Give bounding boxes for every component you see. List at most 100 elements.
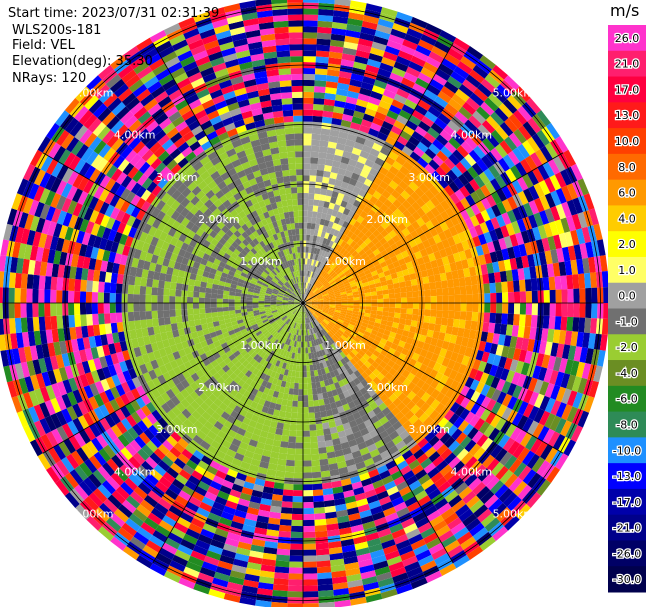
gate-cell (499, 451, 513, 466)
gate-cell (356, 498, 369, 508)
gate-cell (489, 229, 499, 242)
gate-cell (303, 234, 307, 241)
gate-cell (524, 350, 533, 364)
gate-cell (329, 129, 340, 138)
gate-cell (417, 72, 433, 85)
gate-cell (312, 205, 319, 212)
gate-cell (355, 246, 363, 254)
gate-cell (471, 430, 484, 444)
gate-cell (103, 282, 111, 293)
gate-cell (405, 475, 419, 486)
gate-cell (424, 289, 431, 297)
gate-cell (447, 342, 456, 352)
gate-cell (464, 248, 473, 260)
gate-cell (566, 215, 576, 232)
gate-cell (434, 224, 444, 235)
gate-cell (396, 88, 410, 99)
gate-cell (312, 253, 317, 260)
gate-cell (360, 119, 373, 129)
gate-cell (299, 371, 303, 378)
gate-cell (436, 288, 443, 296)
gate-cell (347, 17, 363, 27)
gate-cell (422, 276, 430, 284)
gate-cell (346, 309, 353, 314)
gate-cell (346, 367, 354, 376)
gate-cell (353, 220, 361, 229)
gate-cell (376, 372, 385, 381)
gate-cell (308, 309, 313, 316)
gate-cell (387, 445, 399, 456)
gate-cell (424, 296, 431, 303)
gate-cell (416, 340, 425, 349)
gate-cell (387, 194, 397, 204)
gate-cell (338, 316, 345, 322)
gate-cell (335, 298, 342, 302)
gate-cell (439, 324, 447, 334)
gate-cell (320, 212, 327, 220)
gate-cell (346, 90, 360, 99)
gate-cell (308, 400, 314, 407)
gate-cell (351, 339, 359, 347)
gate-cell (369, 333, 377, 340)
gate-cell (345, 29, 361, 39)
gate-cell (318, 146, 328, 154)
gate-cell (433, 346, 442, 356)
gate-cell (564, 260, 573, 276)
gate-cell (408, 61, 424, 73)
gate-cell (483, 424, 496, 438)
gate-cell (486, 458, 500, 473)
gate-cell (423, 462, 436, 474)
gate-cell (466, 303, 473, 312)
gate-cell (457, 363, 467, 375)
gate-cell (145, 286, 153, 296)
gate-cell (169, 295, 176, 303)
gate-cell (346, 292, 353, 297)
gate-cell (338, 336, 346, 343)
gate-cell (491, 191, 502, 205)
gate-cell (382, 506, 397, 517)
gate-cell (561, 303, 568, 317)
gate-cell (364, 107, 377, 117)
gate-cell (353, 262, 361, 269)
gate-cell (315, 236, 321, 243)
gate-cell (438, 364, 448, 375)
gate-cell (305, 258, 308, 265)
gate-cell (415, 197, 426, 208)
gate-cell (326, 208, 334, 216)
gate-cell (305, 252, 309, 259)
gate-cell (307, 252, 311, 259)
gate-cell (582, 257, 590, 274)
gate-cell (216, 303, 223, 308)
gate-cell (346, 183, 356, 192)
gate-cell (499, 469, 514, 485)
gate-cell (394, 185, 405, 195)
gate-cell (306, 289, 310, 296)
gate-cell (554, 371, 565, 387)
gate-cell (327, 220, 334, 229)
gate-cell (425, 220, 435, 231)
gate-cell (44, 289, 51, 303)
gate-cell (422, 416, 434, 428)
gate-cell (416, 207, 426, 218)
gate-cell (335, 308, 342, 312)
gate-cell (288, 436, 296, 443)
gate-cell (552, 329, 561, 344)
gate-cell (353, 370, 362, 378)
gate-cell (397, 374, 407, 384)
gate-cell (432, 330, 440, 340)
gate-cell (311, 217, 317, 224)
gate-cell (364, 360, 372, 369)
gate-cell (544, 341, 553, 356)
gate-cell (351, 316, 358, 321)
gate-cell (376, 331, 384, 339)
gate-cell (331, 317, 338, 323)
gate-cell (199, 292, 206, 298)
gate-cell (370, 90, 383, 101)
gate-cell (322, 110, 334, 118)
gate-cell (334, 267, 341, 274)
gate-cell (303, 216, 308, 223)
gate-cell (357, 331, 364, 338)
gate-cell (163, 310, 170, 318)
gate-cell (322, 310, 328, 314)
gate-cell (369, 549, 385, 559)
